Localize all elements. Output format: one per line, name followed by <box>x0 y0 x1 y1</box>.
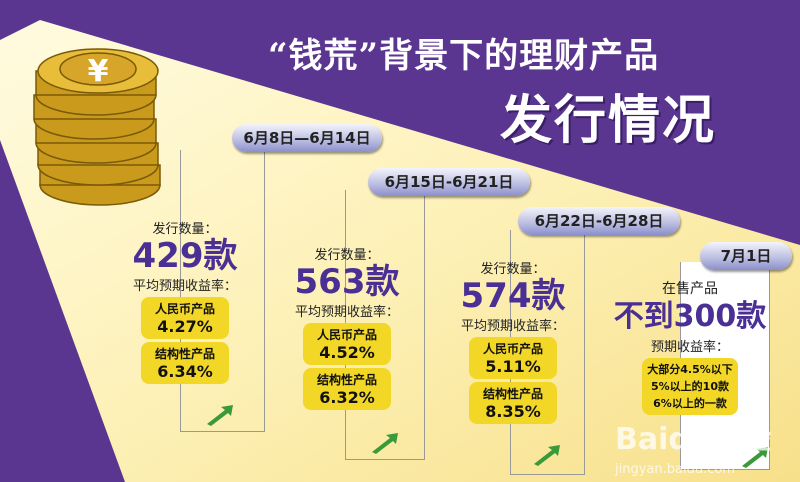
note: 5%以上的10款 <box>651 380 729 393</box>
period-frame-1 <box>180 150 265 432</box>
product-name: 人民币产品 <box>316 328 377 342</box>
product-name: 人民币产品 <box>154 302 215 316</box>
on-sale-count: 不到300款 <box>613 299 767 334</box>
date-pill-2: 6月15日-6月21日 <box>368 168 530 196</box>
product-name: 人民币产品 <box>482 342 543 356</box>
product-box: 结构性产品 6.34% <box>141 342 229 384</box>
note: 大部分4.5%以下 <box>647 363 733 376</box>
title-line1: “钱荒”背景下的理财产品 <box>268 36 660 76</box>
date-pill-1: 6月8日—6月14日 <box>232 124 382 152</box>
product-rate: 5.11% <box>485 357 541 376</box>
date-pill-4: 7月1日 <box>700 242 792 270</box>
count-value: 563款 <box>294 262 400 302</box>
rate-label: 预期收益率： <box>650 340 729 355</box>
product-name: 结构性产品 <box>482 387 543 401</box>
product-rate: 8.35% <box>485 402 541 421</box>
count-label: 发行数量： <box>314 248 380 263</box>
date-pill-3: 6月22日-6月28日 <box>518 207 680 235</box>
product-rate: 6.32% <box>319 388 375 407</box>
product-rate: 6.34% <box>157 362 213 381</box>
up-arrow-icon <box>207 405 233 426</box>
product-box: 人民币产品 4.52% <box>303 323 391 365</box>
on-sale-label: 在售产品 <box>662 281 718 297</box>
up-arrow-icon <box>534 445 560 466</box>
rate-label: 平均预期收益率： <box>460 319 565 334</box>
watermark-logo: Baidu经验 <box>615 422 772 457</box>
period-3: 发行数量： 574款 平均预期收益率： 人民币产品 5.11% 结构性产品 8.35… <box>448 258 578 427</box>
title-line2: 发行情况 <box>500 91 717 151</box>
count-label: 发行数量： <box>152 222 218 237</box>
watermark-url: jingyan.baidu.com <box>615 462 735 477</box>
period-2: 发行数量： 563款 平均预期收益率： 人民币产品 4.52% 结构性产品 6.32… <box>282 244 412 413</box>
product-box: 人民币产品 5.11% <box>469 337 557 379</box>
rate-label: 平均预期收益率： <box>132 279 237 294</box>
count-label: 发行数量： <box>480 262 546 277</box>
note: 6%以上的一款 <box>653 397 727 410</box>
product-box: 结构性产品 6.32% <box>303 368 391 410</box>
up-arrow-icon <box>742 447 768 468</box>
product-box: 结构性产品 8.35% <box>469 382 557 424</box>
coin-stack-icon: ¥ <box>33 48 161 206</box>
count-value: 429款 <box>132 236 238 276</box>
rate-label: 平均预期收益率： <box>294 305 399 320</box>
product-name: 结构性产品 <box>316 373 377 387</box>
up-arrow-icon <box>372 433 398 454</box>
product-name: 结构性产品 <box>154 347 215 361</box>
july-1: 在售产品 不到300款 预期收益率： 大部分4.5%以下 5%以上的10款 6%… <box>590 278 790 418</box>
product-box: 人民币产品 4.27% <box>141 297 229 339</box>
product-rate: 4.27% <box>157 317 213 336</box>
product-rate: 4.52% <box>319 343 375 362</box>
yuan-symbol: ¥ <box>88 54 109 89</box>
count-value: 574款 <box>460 276 566 316</box>
period-1: 发行数量： 429款 平均预期收益率： 人民币产品 4.27% 结构性产品 6.34… <box>120 218 250 387</box>
notes-box: 大部分4.5%以下 5%以上的10款 6%以上的一款 <box>642 358 738 415</box>
